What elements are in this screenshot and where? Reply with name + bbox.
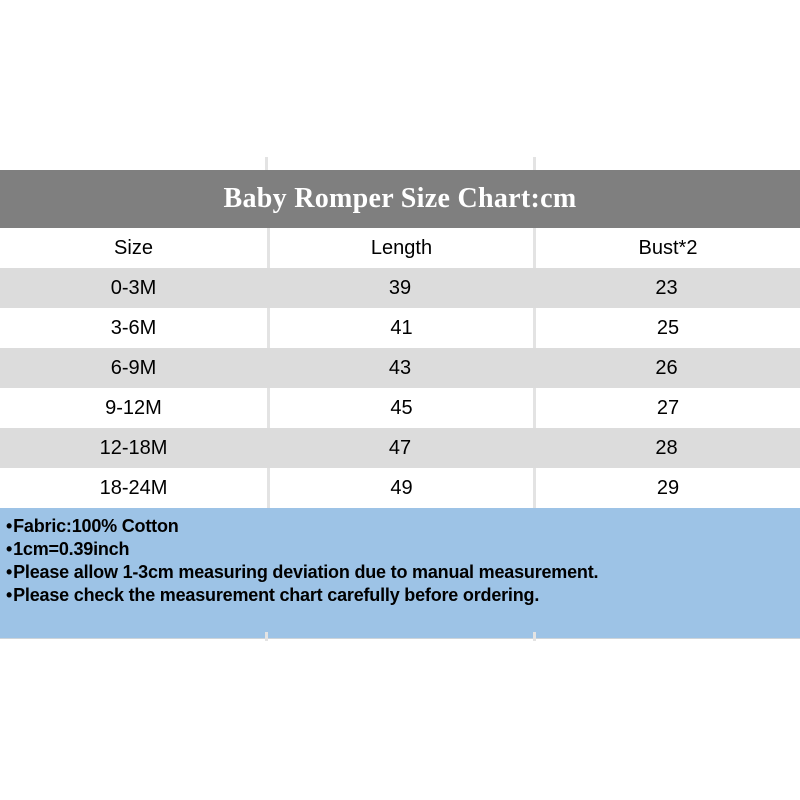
- bullet-icon: •: [6, 562, 13, 582]
- table-row: 0-3M 39 23: [0, 268, 800, 308]
- note-text: Please allow 1-3cm measuring deviation d…: [13, 562, 599, 582]
- size-cell: 12-18M: [99, 437, 168, 459]
- note-line: •Please check the measurement chart care…: [6, 584, 800, 607]
- chart-title: Baby Romper Size Chart:cm: [223, 183, 577, 214]
- size-cell: 9-12M: [105, 397, 162, 419]
- size-cell: 0-3M: [110, 277, 157, 299]
- bust-cell: 25: [533, 308, 800, 348]
- size-cell: 18-24M: [99, 477, 168, 499]
- bust-cell: 23: [655, 277, 678, 299]
- note-line: •Please allow 1-3cm measuring deviation …: [6, 561, 800, 584]
- length-cell: 49: [267, 468, 533, 508]
- table-row: 12-18M 47 28: [0, 428, 800, 468]
- bust-cell: 28: [655, 437, 678, 459]
- note-text: 1cm=0.39inch: [13, 539, 130, 559]
- column-header-size: Size: [114, 237, 153, 259]
- gridline-stub: [265, 632, 268, 641]
- size-table: Size Length Bust*2 0-3M 39 23 3-6M 41 25…: [0, 228, 800, 508]
- bust-cell: 27: [533, 388, 800, 428]
- column-header-length: Length: [267, 228, 533, 268]
- size-cell: 3-6M: [110, 317, 157, 339]
- note-text: Fabric:100% Cotton: [13, 516, 179, 536]
- note-line: •Fabric:100% Cotton: [6, 515, 800, 538]
- gridline-stub: [533, 632, 536, 641]
- column-header-bust: Bust*2: [533, 228, 800, 268]
- bullet-icon: •: [6, 539, 13, 559]
- bust-cell: 29: [533, 468, 800, 508]
- bullet-icon: •: [6, 516, 13, 536]
- table-header-row: Size Length Bust*2: [0, 228, 800, 268]
- note-line: •1cm=0.39inch: [6, 538, 800, 561]
- table-row: 6-9M 43 26: [0, 348, 800, 388]
- table-row: 9-12M 45 27: [0, 388, 800, 428]
- note-text: Please check the measurement chart caref…: [13, 585, 540, 605]
- gridline-stub: [265, 157, 268, 170]
- bullet-icon: •: [6, 585, 13, 605]
- gridline-stub: [533, 157, 536, 170]
- table-row: 3-6M 41 25: [0, 308, 800, 348]
- notes-panel: •Fabric:100% Cotton •1cm=0.39inch •Pleas…: [0, 508, 800, 639]
- length-cell: 41: [267, 308, 533, 348]
- length-cell: 39: [388, 277, 412, 299]
- length-cell: 43: [388, 357, 412, 379]
- bust-cell: 26: [655, 357, 678, 379]
- table-row: 18-24M 49 29: [0, 468, 800, 508]
- title-band: Baby Romper Size Chart:cm: [0, 170, 800, 228]
- length-cell: 47: [388, 437, 412, 459]
- size-cell: 6-9M: [110, 357, 157, 379]
- length-cell: 45: [267, 388, 533, 428]
